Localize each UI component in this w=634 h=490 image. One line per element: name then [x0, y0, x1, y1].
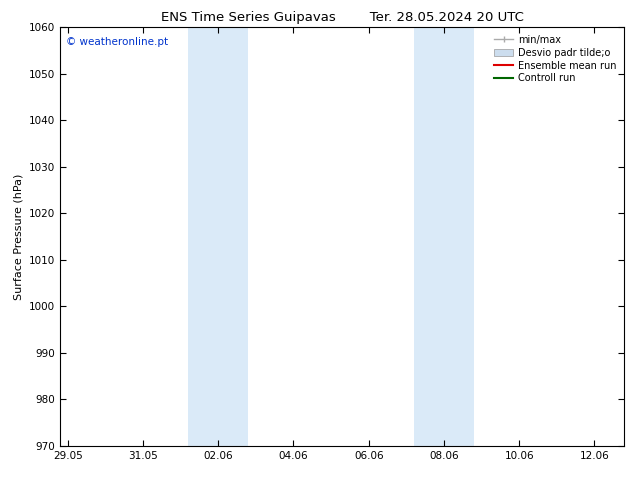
Legend: min/max, Desvio padr tilde;o, Ensemble mean run, Controll run: min/max, Desvio padr tilde;o, Ensemble m…	[491, 32, 619, 86]
Bar	[414, 27, 474, 446]
Title: ENS Time Series Guipavas        Ter. 28.05.2024 20 UTC: ENS Time Series Guipavas Ter. 28.05.2024…	[161, 11, 524, 24]
Y-axis label: Surface Pressure (hPa): Surface Pressure (hPa)	[13, 173, 23, 299]
Text: © weatheronline.pt: © weatheronline.pt	[66, 37, 168, 48]
Bar	[188, 27, 249, 446]
